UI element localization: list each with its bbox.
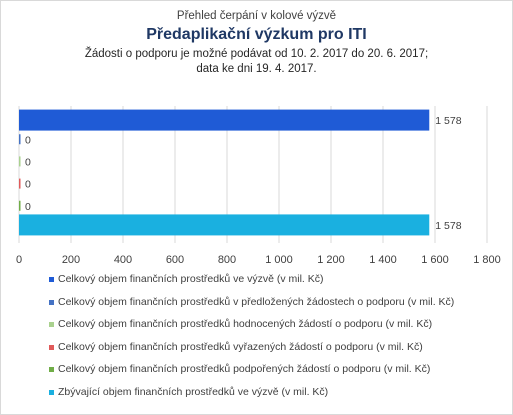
chart-subtitle-line2: data ke dni 19. 4. 2017. [196,63,317,75]
bar [19,214,430,236]
legend-item: Celkový objem finančních prostředků vyřa… [49,341,509,364]
x-tick-label: 1 400 [369,254,397,266]
legend-label: Celkový objem finančních prostředků v př… [58,295,455,308]
legend-item: Celkový objem finančních prostředků hodn… [49,318,509,341]
legend-item: Celkový objem finančních prostředků v př… [49,296,509,319]
legend-swatch [49,299,54,305]
data-label: 0 [25,156,31,168]
legend-label: Celkový objem finančních prostředků ve v… [58,273,324,285]
bar [19,200,21,211]
legend-label: Celkový objem finančních prostředků vyřa… [58,340,423,353]
x-tick-label: 1 800 [473,254,501,266]
bar [19,134,21,145]
data-label: 0 [25,201,31,213]
legend-swatch [49,389,54,395]
title-block: Přehled čerpání v kolové výzvě Předaplik… [1,9,512,77]
legend-swatch [49,367,54,373]
legend-label: Celkový objem finančních prostředků podp… [58,363,431,376]
x-tick-label: 600 [166,254,184,266]
chart-subtitle-line1: Žádosti o podporu je možné podávat od 10… [84,48,429,60]
bar [19,156,21,167]
legend-swatch [49,322,54,328]
x-tick-label: 1 600 [421,254,449,266]
x-tick-label: 800 [218,254,236,266]
x-tick-label: 200 [62,254,80,266]
chart-legend: Celkový objem finančních prostředků ve v… [49,273,509,409]
legend-swatch [49,277,54,282]
legend-item: Celkový objem finančních prostředků podp… [49,363,509,386]
bar [19,178,21,189]
data-label: 1 578 [435,220,461,232]
data-label: 0 [25,179,31,191]
legend-label: Celkový objem finančních prostředků hodn… [58,318,433,331]
chart-title: Předaplikační výzkum pro ITI [146,26,367,43]
legend-item: Celkový objem finančních prostředků ve v… [49,273,509,296]
data-label: 0 [25,134,31,146]
legend-item: Zbývající objem finančních prostředků ve… [49,386,509,409]
x-tick-label: 400 [114,254,132,266]
x-tick-label: 1 200 [317,254,345,266]
chart-supertitle: Přehled čerpání v kolové výzvě [176,10,337,22]
x-tick-label: 0 [16,254,22,266]
legend-label: Zbývající objem finančních prostředků ve… [58,385,329,398]
legend-swatch [49,344,54,350]
x-tick-label: 1 000 [265,254,293,266]
data-label: 1 578 [435,115,461,127]
bar [19,109,430,131]
